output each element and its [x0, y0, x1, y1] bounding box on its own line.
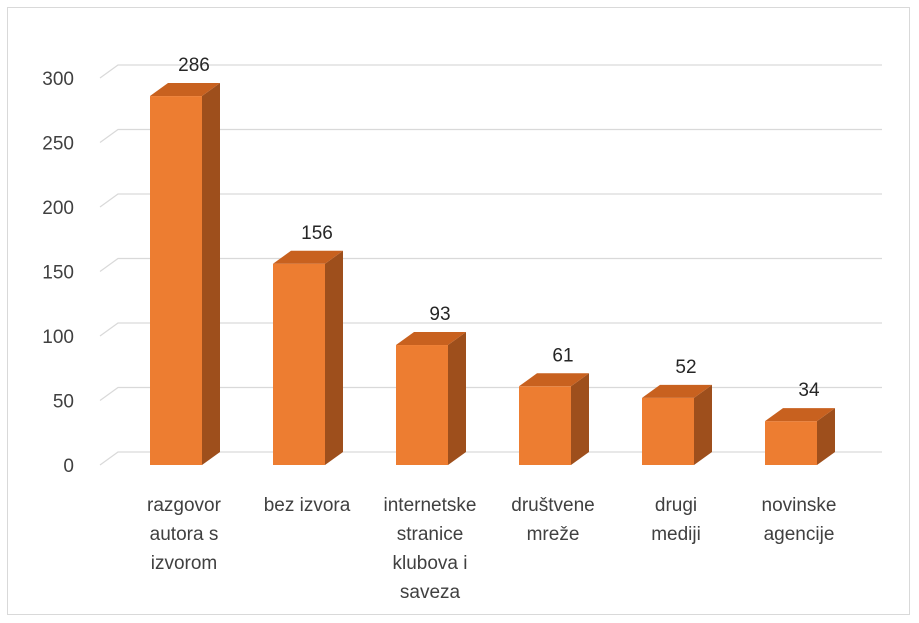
bar-top — [765, 408, 835, 422]
y-tick-label: 250 — [42, 134, 74, 155]
bar-side — [817, 408, 835, 465]
gridline — [99, 451, 882, 466]
bar — [642, 384, 712, 465]
bar — [150, 83, 220, 465]
bar-front — [519, 386, 571, 465]
x-category-label: internetske stranice klubova i saveza — [384, 495, 477, 603]
bar-front — [396, 345, 448, 465]
x-axis-categories: razgovor autora s izvorom bez izvora interne… — [147, 495, 836, 603]
bar-front — [642, 397, 694, 465]
bar-side — [694, 384, 712, 465]
data-label: 61 — [552, 345, 573, 366]
x-category-label: razgovor autora s izvorom — [147, 495, 222, 574]
bar-front — [765, 421, 817, 465]
x-category-label: društvene mreže — [511, 495, 594, 545]
bar — [273, 250, 343, 465]
bar-top — [396, 332, 466, 346]
gridline — [99, 257, 882, 272]
data-label: 93 — [429, 304, 450, 325]
data-label: 34 — [798, 380, 820, 401]
data-label: 286 — [178, 55, 210, 76]
bar — [396, 332, 466, 465]
bar-front — [273, 263, 325, 465]
bar-top — [519, 373, 589, 387]
bar — [519, 373, 589, 465]
bar-top — [273, 250, 343, 264]
data-labels: 286 156 93 61 52 34 — [178, 55, 820, 401]
y-tick-label: 50 — [53, 392, 74, 413]
gridline — [99, 386, 882, 401]
bar-side — [571, 373, 589, 465]
bar-side — [448, 332, 466, 465]
bars — [150, 83, 835, 465]
bar-top — [150, 83, 220, 97]
gridline — [99, 64, 882, 79]
data-label: 52 — [675, 357, 696, 378]
bar — [765, 408, 835, 465]
x-category-label: bez izvora — [264, 495, 351, 516]
gridlines — [99, 64, 882, 466]
y-tick-label: 150 — [42, 263, 74, 284]
data-label: 156 — [301, 223, 333, 244]
bar-side — [202, 83, 220, 465]
bar-side — [325, 250, 343, 465]
y-tick-label: 300 — [42, 69, 74, 90]
gridline — [99, 128, 882, 143]
y-tick-label: 0 — [63, 456, 74, 477]
gridline — [99, 322, 882, 337]
y-tick-label: 100 — [42, 327, 74, 348]
y-tick-label: 200 — [42, 198, 74, 219]
bar-front — [150, 96, 202, 465]
y-axis-ticks: 0 50 100 150 200 250 300 — [42, 69, 74, 477]
x-category-label: novinske agencije — [762, 495, 837, 545]
bar-top — [642, 384, 712, 398]
gridline — [99, 193, 882, 208]
x-category-label: drugi mediji — [651, 495, 701, 545]
